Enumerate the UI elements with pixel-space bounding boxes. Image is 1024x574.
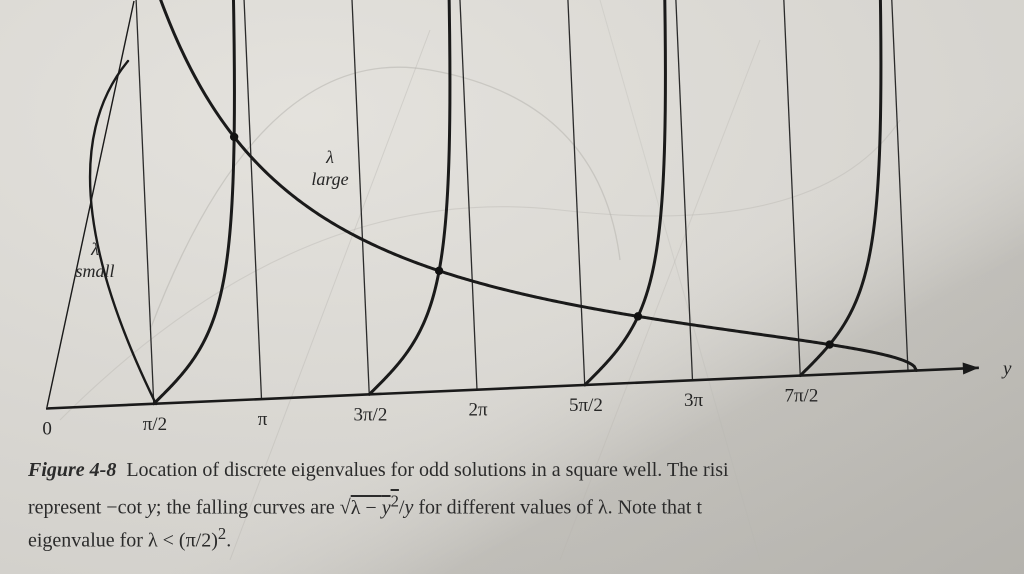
svg-text:large: large: [311, 169, 348, 189]
svg-text:small: small: [75, 261, 114, 281]
svg-text:2π: 2π: [469, 400, 489, 421]
svg-text:7π/2: 7π/2: [784, 386, 818, 407]
svg-text:3π/2: 3π/2: [353, 404, 387, 425]
svg-text:0: 0: [42, 419, 52, 440]
svg-text:5π/2: 5π/2: [569, 395, 603, 416]
svg-text:λ: λ: [90, 239, 99, 259]
svg-text:y: y: [1001, 359, 1012, 380]
svg-text:π: π: [258, 409, 268, 430]
svg-text:π/2: π/2: [143, 414, 167, 435]
svg-text:3π: 3π: [684, 390, 704, 411]
svg-text:λ: λ: [325, 147, 334, 167]
